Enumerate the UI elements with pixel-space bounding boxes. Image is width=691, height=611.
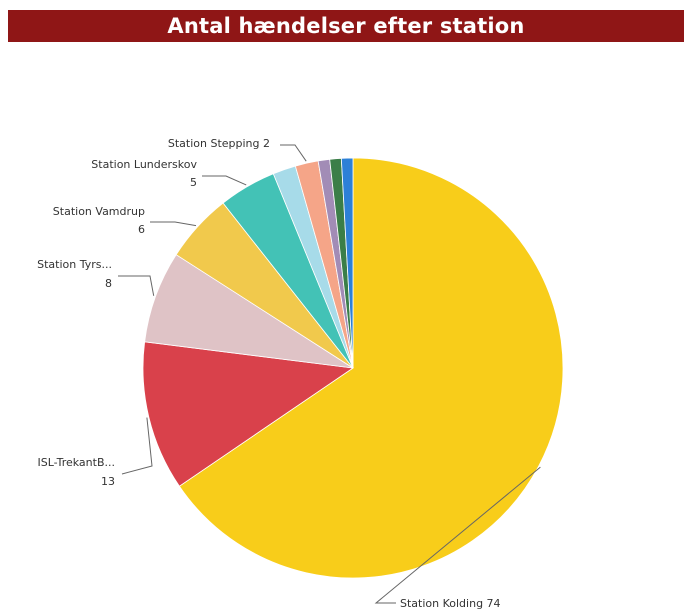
slice-label-station-stepping: Station Stepping 2 xyxy=(168,137,270,150)
slice-labels: Station Kolding 74 ISL-TrekantB... 13 Stati… xyxy=(37,137,541,610)
slice-label-isl-trekantb-value: 13 xyxy=(101,475,115,488)
leader-line-station-kolding xyxy=(374,466,541,604)
slice-label-station-kolding: Station Kolding 74 xyxy=(400,597,501,610)
slice-label-station-tyrs-value: 8 xyxy=(105,277,112,290)
leader-line-station-stepping xyxy=(280,144,307,162)
leader-line-station-vamdrup xyxy=(150,221,197,227)
pie-slice-station-kolding[interactable] xyxy=(178,157,564,579)
slice-label-station-lunderskov-value: 5 xyxy=(190,176,197,189)
chart-title: Antal hændelser efter station xyxy=(167,14,525,38)
leader-line-station-tyrs xyxy=(118,275,155,296)
slice-label-isl-trekantb: ISL-TrekantB... xyxy=(37,456,115,469)
slice-label-station-vamdrup: Station Vamdrup xyxy=(53,205,145,218)
chart-title-bar: Antal hændelser efter station xyxy=(8,10,684,42)
leader-line-station-lunderskov xyxy=(202,175,247,186)
pie-slices xyxy=(142,157,564,579)
pie-slice-unlabeled-9[interactable] xyxy=(340,157,354,369)
slice-label-station-lunderskov: Station Lunderskov xyxy=(91,158,197,171)
leader-line-isl-trekantb xyxy=(121,417,153,475)
pie-slice-isl-trekantb[interactable] xyxy=(142,341,355,487)
slice-label-station-tyrs: Station Tyrs... xyxy=(37,258,112,271)
slice-label-station-vamdrup-value: 6 xyxy=(138,223,145,236)
